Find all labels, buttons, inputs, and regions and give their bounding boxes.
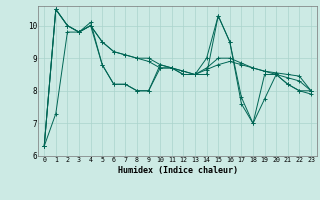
X-axis label: Humidex (Indice chaleur): Humidex (Indice chaleur) — [118, 166, 238, 175]
